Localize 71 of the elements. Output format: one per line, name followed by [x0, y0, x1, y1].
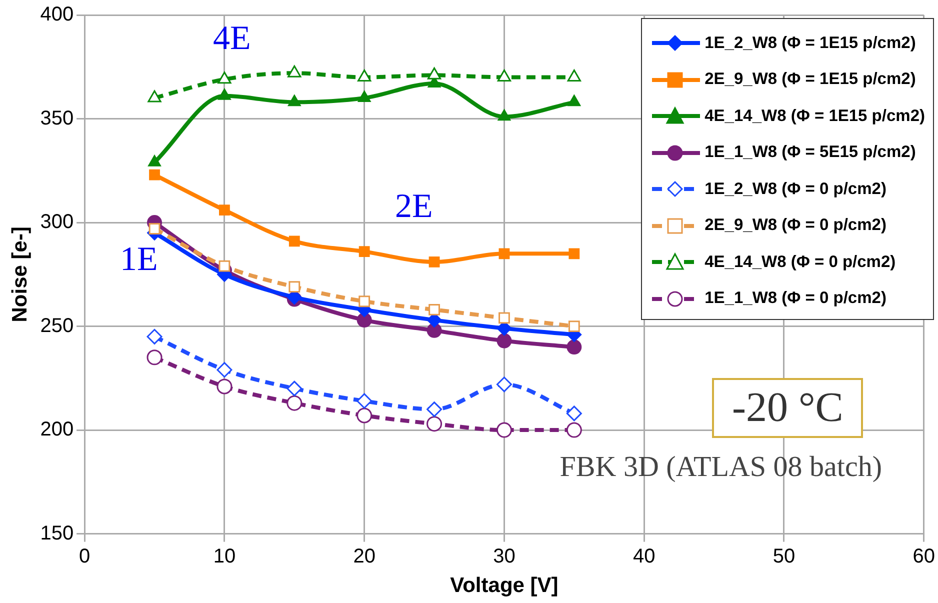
point	[216, 362, 232, 378]
annotation: 4E	[213, 20, 251, 58]
x-axis-title: Voltage [V]	[450, 574, 558, 598]
point	[146, 350, 162, 366]
annotation: -20 °C	[712, 378, 864, 438]
point	[149, 169, 160, 180]
point	[356, 393, 372, 409]
legend-label: 1E_1_W8 (Φ = 5E15 p/cm2)	[704, 143, 916, 162]
point	[496, 422, 512, 438]
legend-label: 1E_2_W8 (Φ = 0 p/cm2)	[704, 180, 886, 199]
point	[497, 70, 512, 82]
point	[358, 296, 370, 308]
point	[148, 223, 160, 234]
y-tick-label: 250	[40, 314, 74, 337]
point	[427, 67, 442, 80]
point	[496, 376, 512, 392]
legend-label: 1E_1_W8 (Φ = 0 p/cm2)	[704, 289, 886, 308]
x-tick-label: 0	[79, 545, 90, 568]
point	[286, 380, 302, 396]
point	[426, 402, 442, 418]
point	[148, 90, 162, 102]
point	[218, 88, 232, 100]
point	[568, 94, 581, 106]
point	[498, 109, 511, 121]
y-tick-label: 300	[40, 211, 74, 234]
point	[218, 260, 230, 272]
point	[218, 72, 232, 84]
point	[498, 248, 510, 260]
annotation: 1E	[120, 241, 158, 279]
legend-label: 2E_9_W8 (Φ = 1E15 p/cm2)	[704, 70, 916, 90]
point	[496, 333, 512, 348]
x-tick-label: 30	[493, 545, 516, 568]
point	[498, 312, 510, 324]
point	[428, 256, 440, 268]
x-tick-label: 40	[632, 545, 656, 568]
y-axis-title: Noise [e-]	[8, 226, 32, 322]
point	[566, 340, 582, 355]
x-tick-label: 50	[772, 545, 796, 568]
point	[356, 408, 372, 424]
legend-label: 1E_2_W8 (Φ = 1E15 p/cm2)	[704, 34, 916, 53]
point	[428, 304, 440, 316]
point	[358, 70, 372, 82]
point	[216, 378, 232, 394]
point	[288, 65, 302, 78]
legend-label: 4E_14_W8 (Φ = 0 p/cm2)	[704, 252, 896, 272]
point	[566, 422, 582, 438]
point	[148, 154, 162, 166]
point	[568, 248, 580, 260]
point	[146, 328, 162, 344]
point	[288, 94, 301, 106]
legend-label: 4E_14_W8 (Φ = 1E15 p/cm2)	[704, 106, 925, 126]
point	[566, 406, 582, 422]
x-tick-label: 60	[912, 545, 935, 568]
point	[358, 90, 371, 102]
y-tick-label: 150	[40, 522, 74, 544]
point	[568, 320, 580, 332]
annotation: FBK 3D (ATLAS 08 batch)	[560, 451, 882, 484]
x-tick-label: 10	[213, 545, 236, 568]
point	[286, 395, 302, 411]
point	[426, 416, 442, 432]
point	[567, 70, 581, 82]
point	[358, 246, 370, 258]
point	[219, 204, 230, 216]
annotation: 2E	[395, 188, 433, 226]
legend-label: 2E_9_W8 (Φ = 0 p/cm2)	[704, 216, 886, 236]
y-tick-label: 400	[40, 4, 74, 26]
point	[288, 236, 300, 247]
x-tick-label: 20	[353, 545, 376, 568]
y-tick-label: 350	[40, 107, 74, 130]
y-tick-label: 200	[40, 418, 74, 441]
point	[288, 281, 300, 293]
